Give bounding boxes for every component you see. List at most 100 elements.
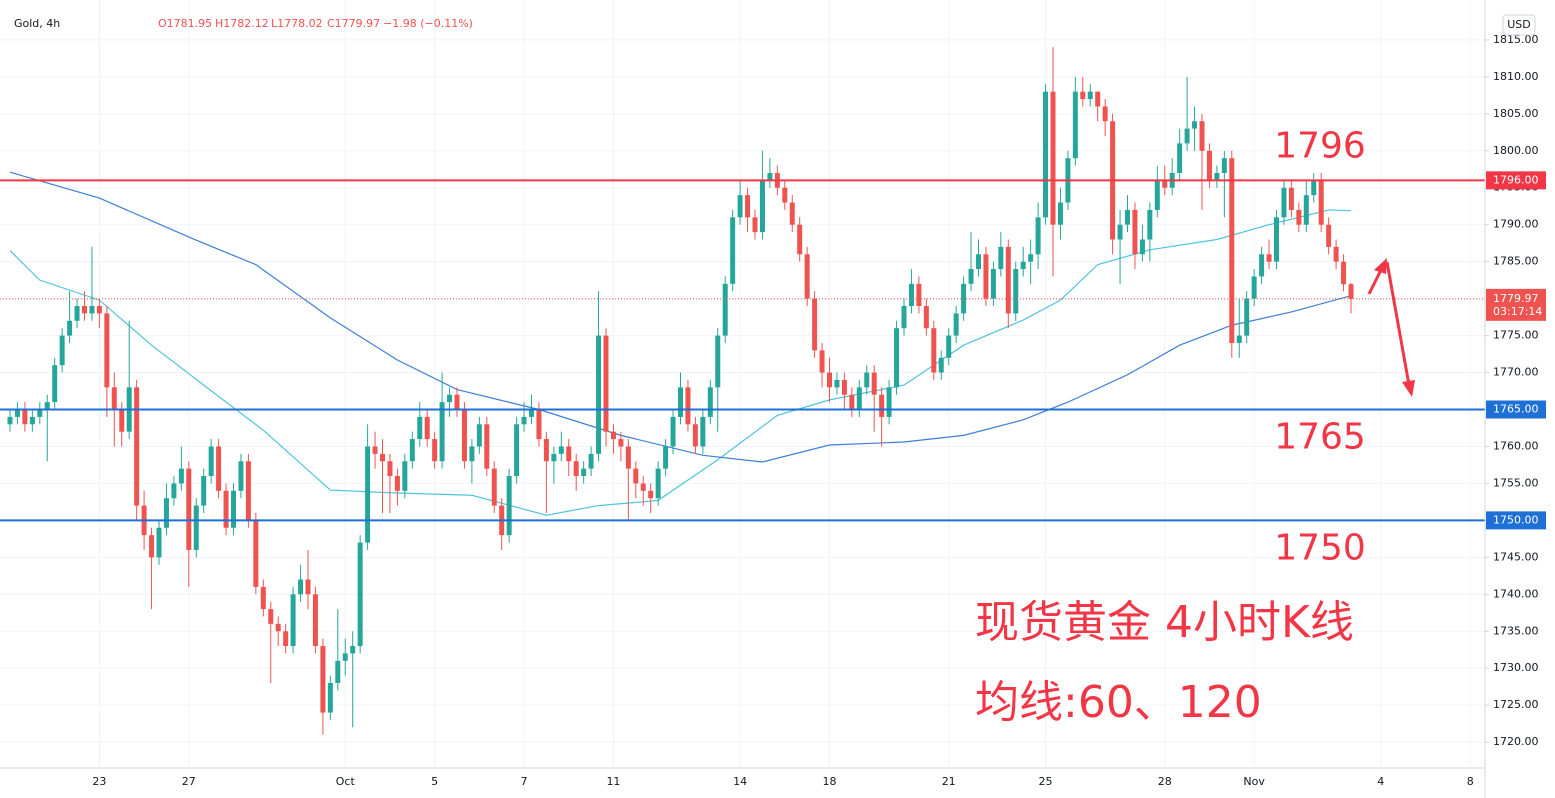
ohlc-open: O1781.95 bbox=[158, 17, 212, 30]
candle-body bbox=[588, 453, 594, 469]
y-tick-label: 1815.00 bbox=[1493, 33, 1539, 46]
candle-body bbox=[573, 461, 579, 477]
candle-body bbox=[335, 660, 341, 683]
x-tick-label: 25 bbox=[1039, 775, 1053, 788]
candle-body bbox=[752, 217, 758, 233]
level-tag bbox=[1486, 171, 1546, 190]
candle-body bbox=[1005, 246, 1011, 314]
candle-body bbox=[96, 306, 102, 314]
candle-body bbox=[1296, 209, 1302, 225]
candle-body bbox=[238, 461, 244, 491]
candle-body bbox=[231, 490, 236, 528]
moving-average bbox=[9, 171, 1352, 463]
candle-body bbox=[879, 394, 885, 417]
candle-body bbox=[566, 446, 572, 462]
level-tag-label: 1796.00 bbox=[1493, 173, 1539, 186]
currency[interactable]: USD bbox=[1507, 18, 1531, 31]
candle-body bbox=[1102, 106, 1108, 122]
candle-body bbox=[529, 409, 534, 417]
candle-body bbox=[610, 431, 616, 440]
candle-body bbox=[216, 446, 222, 491]
candle-body bbox=[163, 498, 169, 528]
x-tick-label: 4 bbox=[1377, 775, 1384, 788]
candle-body bbox=[655, 468, 661, 499]
candle-body bbox=[968, 269, 974, 284]
candle-body bbox=[298, 579, 304, 595]
candle-body bbox=[983, 254, 989, 299]
candle-body bbox=[305, 579, 311, 595]
candle-body bbox=[812, 298, 818, 351]
candle-body bbox=[365, 446, 371, 543]
candle-body bbox=[1236, 335, 1242, 343]
candle-body bbox=[506, 476, 512, 536]
candle-body bbox=[782, 187, 788, 203]
x-tick-label: 14 bbox=[733, 775, 747, 788]
candle-body bbox=[290, 594, 296, 647]
y-tick-label: 1730.00 bbox=[1493, 661, 1539, 674]
x-tick-label: 27 bbox=[182, 775, 196, 788]
candle-body bbox=[827, 372, 832, 388]
candle-body bbox=[409, 439, 415, 462]
candle-body bbox=[1028, 254, 1034, 262]
candle-body bbox=[394, 476, 400, 491]
candle-body bbox=[1117, 224, 1123, 240]
arrow-head bbox=[1402, 380, 1415, 397]
candle-body bbox=[350, 646, 356, 654]
candle-body bbox=[1192, 121, 1198, 129]
candle-body bbox=[551, 453, 557, 462]
last-price-label: 1779.97 bbox=[1493, 292, 1539, 305]
candle-body bbox=[819, 350, 825, 373]
candle-body bbox=[1147, 209, 1153, 240]
candle-body bbox=[469, 446, 475, 462]
candle-body bbox=[990, 269, 996, 299]
arrow-head bbox=[1374, 258, 1387, 274]
candle-body bbox=[1087, 91, 1093, 100]
candle-body bbox=[484, 424, 490, 469]
candle-body bbox=[1281, 187, 1287, 218]
candle-body bbox=[946, 335, 952, 358]
candle-body bbox=[44, 402, 50, 410]
candle-body bbox=[1221, 158, 1227, 173]
candle-body bbox=[491, 468, 497, 506]
y-tick-label: 1800.00 bbox=[1493, 144, 1539, 157]
candle-body bbox=[1333, 246, 1339, 262]
candle-body bbox=[730, 217, 736, 284]
candle-body bbox=[931, 328, 937, 373]
x-tick-label: 11 bbox=[606, 775, 620, 788]
y-tick-label: 1755.00 bbox=[1493, 476, 1539, 489]
candle-body bbox=[1348, 284, 1354, 299]
candle-body bbox=[514, 424, 520, 477]
candle-body bbox=[1072, 91, 1078, 159]
candle-body bbox=[22, 409, 28, 425]
candle-body bbox=[417, 416, 423, 440]
candle-body bbox=[29, 416, 35, 425]
y-tick-label: 1760.00 bbox=[1493, 439, 1539, 452]
y-tick-label: 1785.00 bbox=[1493, 255, 1539, 268]
candle-body bbox=[327, 682, 333, 713]
change: −1.98 (−0.11%) bbox=[383, 17, 473, 30]
arrows bbox=[1367, 258, 1415, 397]
candle-body bbox=[923, 306, 929, 329]
y-tick-label: 1810.00 bbox=[1493, 70, 1539, 83]
currency-box[interactable] bbox=[1502, 14, 1536, 36]
candle-body bbox=[1162, 180, 1168, 188]
candle-body bbox=[283, 631, 289, 647]
candle-body bbox=[201, 476, 207, 506]
candle-body bbox=[1229, 158, 1235, 343]
candle-body bbox=[7, 416, 13, 425]
candle-body bbox=[536, 409, 542, 440]
arrow-up bbox=[1367, 267, 1384, 295]
level-tag-label: 1750.00 bbox=[1493, 513, 1539, 526]
y-tick-label: 1720.00 bbox=[1493, 735, 1539, 748]
arrow-down bbox=[1385, 261, 1411, 386]
candle-body bbox=[1095, 91, 1101, 107]
candle-body bbox=[894, 328, 900, 388]
candle-body bbox=[998, 246, 1004, 270]
x-tick-label: 23 bbox=[92, 775, 106, 788]
x-tick-label: 7 bbox=[521, 775, 528, 788]
y-tick-label: 1805.00 bbox=[1493, 107, 1539, 120]
candle-body bbox=[759, 180, 765, 233]
ohlc-low: L1778.02 bbox=[271, 17, 323, 30]
candle-body bbox=[67, 320, 73, 336]
